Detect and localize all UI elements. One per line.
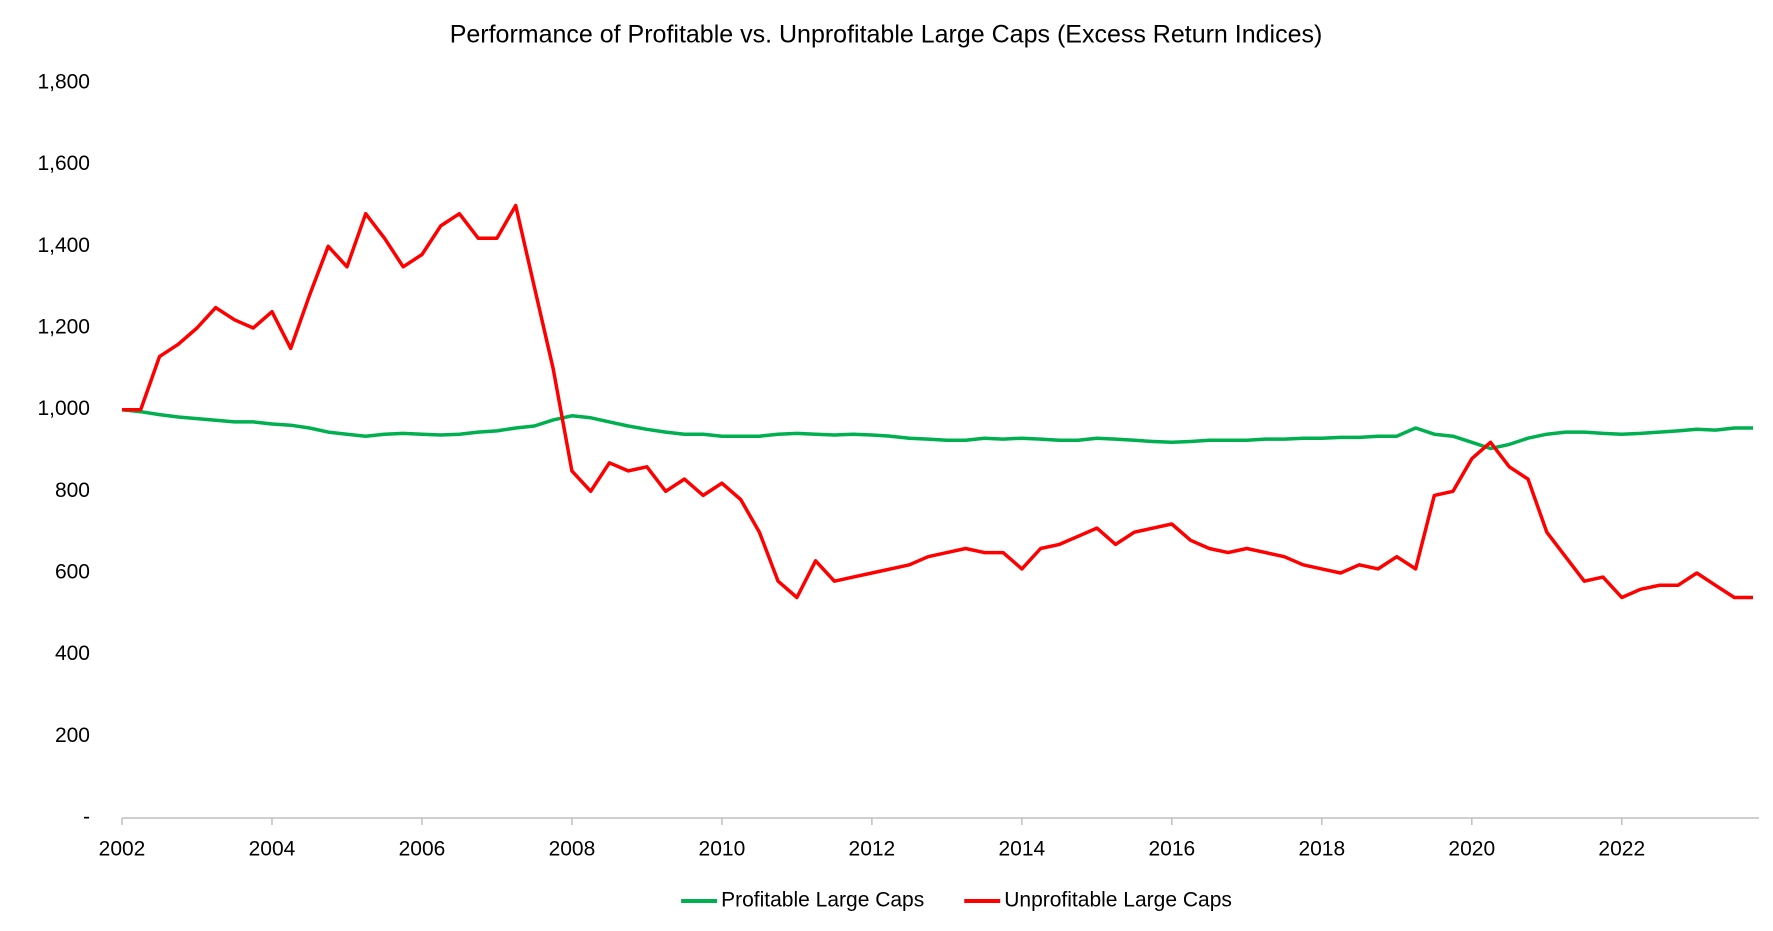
x-tick-label: 2014: [999, 838, 1046, 861]
y-tick-label: 400: [55, 642, 90, 665]
series-line: [122, 203, 1753, 600]
y-tick-label: 1,800: [37, 71, 90, 94]
x-tick-label: 2020: [1448, 838, 1495, 861]
y-tick-label: -: [83, 806, 90, 829]
series-line: [121, 407, 1753, 451]
y-tick-label: 1,000: [37, 397, 90, 420]
legend-label: Profitable Large Caps: [721, 889, 924, 912]
x-tick-label: 2010: [699, 838, 746, 861]
x-tick-label: 2012: [849, 838, 896, 861]
x-tick-label: 2022: [1598, 838, 1645, 861]
legend-label: Unprofitable Large Caps: [1004, 889, 1232, 912]
x-tick-label: 2008: [549, 838, 596, 861]
y-tick-label: 600: [55, 561, 90, 584]
x-tick-label: 2002: [99, 838, 146, 861]
chart-title: Performance of Profitable vs. Unprofitab…: [450, 21, 1323, 49]
y-tick-label: 1,400: [37, 234, 90, 257]
y-tick-label: 1,200: [37, 316, 90, 339]
y-tick-label: 200: [55, 724, 90, 747]
x-tick-label: 2004: [249, 838, 296, 861]
x-tick-label: 2016: [1148, 838, 1195, 861]
x-tick-label: 2006: [399, 838, 446, 861]
x-tick-label: 2018: [1298, 838, 1345, 861]
y-tick-label: 1,600: [37, 152, 90, 175]
y-tick-label: 800: [55, 479, 90, 502]
